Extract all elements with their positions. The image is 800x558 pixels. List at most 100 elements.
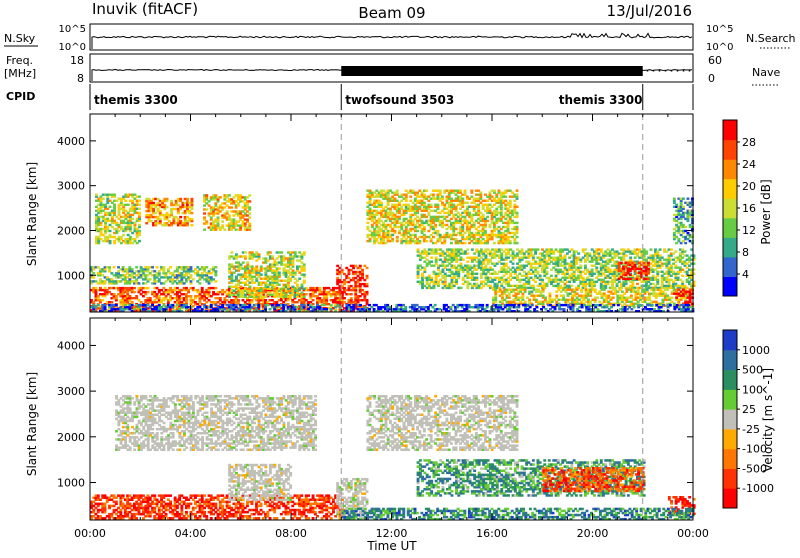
echo-cell <box>336 265 339 267</box>
echo-cell <box>237 299 240 301</box>
echo-cell <box>106 293 109 295</box>
echo-cell <box>203 216 206 218</box>
echo-cell <box>500 283 503 285</box>
echo-cell <box>131 268 134 270</box>
echo-cell <box>298 278 301 280</box>
echo-cell <box>494 299 497 301</box>
echo-cell <box>248 222 251 224</box>
echo-cell <box>110 301 113 303</box>
echo-cell <box>133 291 136 293</box>
echo-cell <box>493 190 496 192</box>
echo-cell <box>514 271 517 273</box>
echo-cell <box>423 226 426 228</box>
echo-cell <box>262 292 265 294</box>
nsearch-tick-top: 10^5 <box>706 24 733 35</box>
echo-cell <box>269 251 272 253</box>
echo-cell <box>149 278 152 280</box>
echo-cell <box>366 222 369 224</box>
echo-cell <box>248 194 251 196</box>
echo-cell <box>214 266 217 268</box>
echo-cell <box>504 196 507 198</box>
echo-cell <box>303 251 306 253</box>
echo-cell <box>532 285 535 287</box>
echo-cell <box>462 283 465 285</box>
echo-cell <box>219 229 222 231</box>
echo-cell <box>159 218 162 220</box>
echo-cell <box>159 210 162 212</box>
date-title: 13/Jul/2016 <box>607 2 692 20</box>
echo-cell <box>622 257 625 259</box>
echo-cell <box>466 261 469 263</box>
echo-cell <box>108 266 111 268</box>
echo-cell <box>537 248 540 250</box>
echo-cell <box>153 291 156 293</box>
echo-cell <box>439 212 442 214</box>
echo-cell <box>138 282 141 284</box>
echo-cell <box>369 238 372 240</box>
echo-cell <box>248 229 251 231</box>
echo-cell <box>681 281 684 283</box>
echo-cell <box>516 222 519 224</box>
echo-cell <box>258 253 261 255</box>
echo-cell <box>260 274 263 276</box>
echo-cell <box>659 248 662 250</box>
echo-cell <box>577 252 580 254</box>
echo-cell <box>199 282 202 284</box>
echo-cell <box>494 257 497 259</box>
nsearch-label: N.Search <box>746 32 796 45</box>
echo-cell <box>294 272 297 274</box>
echo-cell <box>150 220 153 222</box>
echo-cell <box>409 196 412 198</box>
echo-cell <box>493 224 496 226</box>
echo-cell <box>579 265 582 267</box>
echo-cell <box>248 200 251 202</box>
echo-cell <box>593 283 596 285</box>
echo-cell <box>186 222 189 224</box>
echo-cell <box>686 271 689 273</box>
echo-cell <box>205 194 208 196</box>
echo-cell <box>464 190 467 192</box>
echo-cell <box>129 236 132 238</box>
echo-cell <box>363 279 366 281</box>
echo-cell <box>348 277 351 279</box>
echo-cell <box>292 259 295 261</box>
echo-cell <box>417 248 420 250</box>
nave-dot <box>677 70 679 72</box>
echo-cell <box>584 265 587 267</box>
echo-cell <box>430 261 433 263</box>
echo-cell <box>363 265 366 267</box>
echo-cell <box>652 271 655 273</box>
echo-cell <box>303 263 306 265</box>
echo-cell <box>118 212 121 214</box>
echo-cell <box>280 251 283 253</box>
nsearch-tick-bottom: 10^0 <box>706 42 733 53</box>
echo-cell <box>611 283 614 285</box>
echo-cell <box>271 255 274 257</box>
echo-cell <box>115 222 118 224</box>
echo-cell <box>100 212 103 214</box>
echo-cell <box>500 212 503 214</box>
echo-cell <box>681 257 684 259</box>
echo-cell <box>190 266 193 268</box>
echo-cell <box>138 204 141 206</box>
echo-cell <box>230 251 233 253</box>
echo-cell <box>425 190 428 192</box>
echo-cell <box>609 269 612 271</box>
echo-cell <box>147 287 150 289</box>
echo-cell <box>674 250 677 252</box>
echo-cell <box>366 293 369 295</box>
echo-cell <box>101 299 104 301</box>
echo-cell <box>131 218 134 220</box>
echo-cell <box>267 259 270 261</box>
echo-cell <box>166 198 169 200</box>
echo-cell <box>391 238 394 240</box>
echo-cell <box>423 202 426 204</box>
echo-cell <box>255 259 258 261</box>
cpid-segment-label: twofsound 3503 <box>345 93 454 107</box>
echo-cell <box>534 281 537 283</box>
echo-cell <box>203 204 206 206</box>
echo-cell <box>613 257 616 259</box>
freq-unit-label: [MHz] <box>4 67 36 80</box>
echo-cell <box>113 194 116 196</box>
